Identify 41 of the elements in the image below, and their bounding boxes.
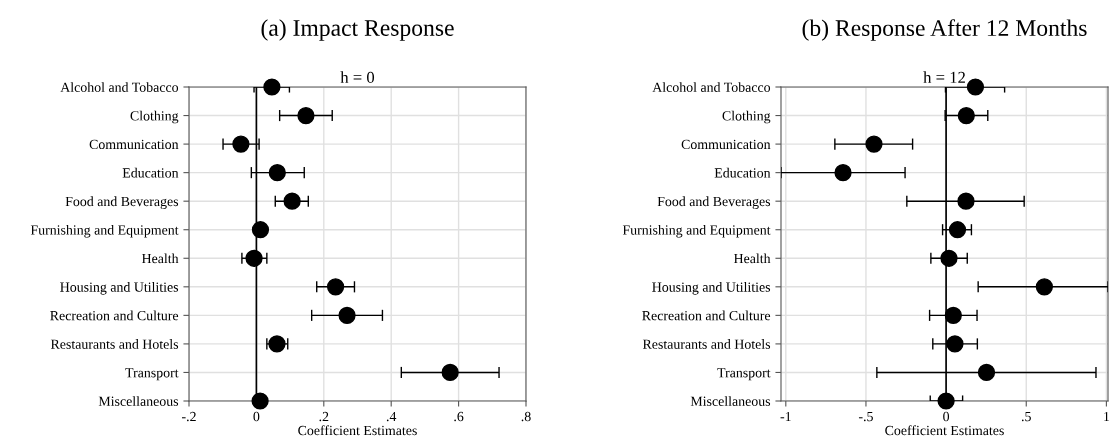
x-tick-label: -1 (780, 411, 791, 422)
y-tick-label: Food and Beverages (65, 196, 179, 209)
y-tick-label: Housing and Utilities (60, 282, 179, 295)
y-tick-label: Recreation and Culture (50, 310, 179, 321)
y-tick-label: Miscellaneous (98, 396, 179, 406)
y-tick-label: Transport (717, 368, 771, 381)
y-tick-label: Education (714, 167, 771, 178)
y-tick-label: Clothing (130, 110, 179, 124)
y-tick-label: Restaurants and Hotels (642, 339, 771, 349)
chart-subtitle: h = 0 (340, 71, 375, 83)
y-tick-label: Alcohol and Tobacco (60, 82, 179, 92)
y-tick-label: Communication (89, 139, 179, 150)
y-tick-label: Alcohol and Tobacco (652, 82, 771, 92)
x-tick-label: 0 (253, 411, 260, 422)
y-tick-label: Transport (125, 368, 179, 381)
x-tick-label: -.5 (858, 411, 873, 422)
chart-title: (b) Response After 12 Months (802, 19, 1087, 41)
x-axis-title: Coefficient Estimates (298, 425, 417, 436)
y-tick-label: Health (141, 253, 179, 264)
y-tick-label: Health (733, 253, 771, 264)
chart-title: (a) Impact Response (261, 19, 454, 41)
y-tick-label: Education (122, 167, 179, 178)
y-tick-label: Furnishing and Equipment (30, 224, 179, 238)
x-tick-label: -.2 (182, 411, 196, 422)
x-tick-label: .5 (1021, 411, 1031, 422)
x-tick-label: .2 (319, 411, 329, 422)
x-tick-label: 1 (1104, 411, 1110, 422)
y-tick-label: Restaurants and Hotels (50, 339, 179, 349)
x-tick-label: .6 (454, 411, 464, 422)
y-tick-label: Recreation and Culture (642, 310, 771, 321)
y-tick-label: Communication (681, 139, 771, 150)
y-tick-label: Housing and Utilities (652, 282, 771, 295)
y-tick-label: Miscellaneous (690, 396, 771, 406)
y-tick-label: Food and Beverages (657, 196, 771, 209)
x-tick-label: .4 (386, 411, 397, 422)
y-tick-label: Furnishing and Equipment (622, 224, 771, 238)
x-tick-label: .8 (521, 411, 531, 422)
x-tick-label: 0 (943, 411, 950, 422)
x-axis-title: Coefficient Estimates (885, 425, 1004, 436)
chart-subtitle: h = 12 (923, 71, 965, 83)
y-tick-label: Clothing (722, 110, 771, 124)
